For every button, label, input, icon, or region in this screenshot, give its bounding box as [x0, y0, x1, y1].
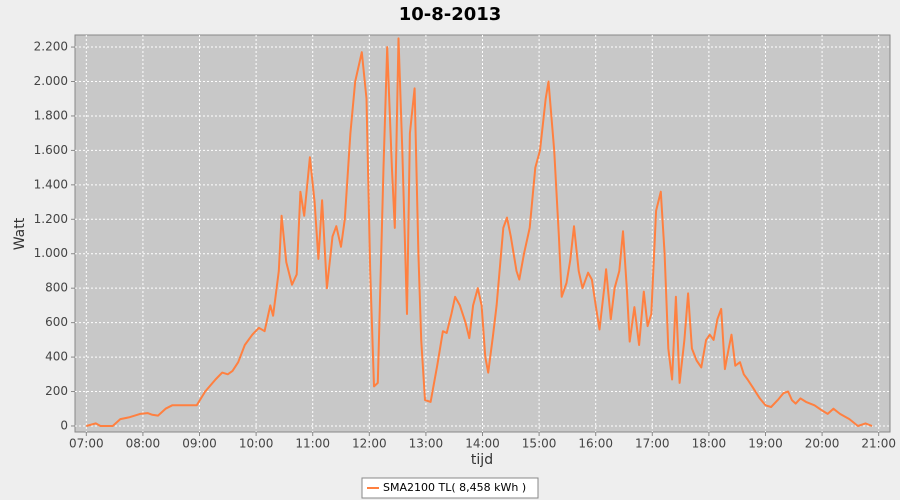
- y-tick-label: 1.400: [34, 177, 68, 191]
- x-tick-label: 13:00: [409, 437, 444, 451]
- y-tick-label: 1.800: [34, 108, 68, 122]
- y-tick-label: 0: [60, 418, 68, 432]
- x-tick-label: 14:00: [465, 437, 500, 451]
- y-tick-label: 400: [45, 350, 68, 364]
- x-tick-label: 19:00: [748, 437, 783, 451]
- y-tick-label: 1.000: [34, 246, 68, 260]
- series-line: [86, 37, 873, 427]
- x-tick-label: 12:00: [352, 437, 387, 451]
- y-tick-label: 1.200: [34, 212, 68, 226]
- y-tick-label: 2.200: [34, 40, 68, 54]
- legend-box: [361, 477, 539, 499]
- x-tick-label: 08:00: [126, 437, 161, 451]
- chart-title: 10-8-2013: [399, 4, 502, 25]
- x-tick-label: 11:00: [295, 437, 330, 451]
- x-axis-label: tijd: [471, 452, 493, 468]
- y-tick-label: 2.000: [34, 74, 68, 88]
- legend-label: SMA2100 TL( 8,458 kWh ): [383, 481, 526, 494]
- y-tick-label: 600: [45, 315, 68, 329]
- y-tick-label: 800: [45, 281, 68, 295]
- y-tick-label: 1.600: [34, 143, 68, 157]
- x-tick-label: 18:00: [692, 437, 727, 451]
- x-tick-label: 09:00: [182, 437, 217, 451]
- x-tick-label: 20:00: [805, 437, 840, 451]
- x-tick-label: 10:00: [239, 437, 274, 451]
- y-axis-label: Watt: [12, 217, 28, 250]
- x-tick-label: 17:00: [635, 437, 670, 451]
- plot-area: [74, 34, 891, 433]
- y-tick-label: 200: [45, 384, 68, 398]
- x-tick-label: 15:00: [522, 437, 557, 451]
- x-tick-label: 21:00: [861, 437, 896, 451]
- x-tick-label: 07:00: [69, 437, 104, 451]
- x-tick-label: 16:00: [578, 437, 613, 451]
